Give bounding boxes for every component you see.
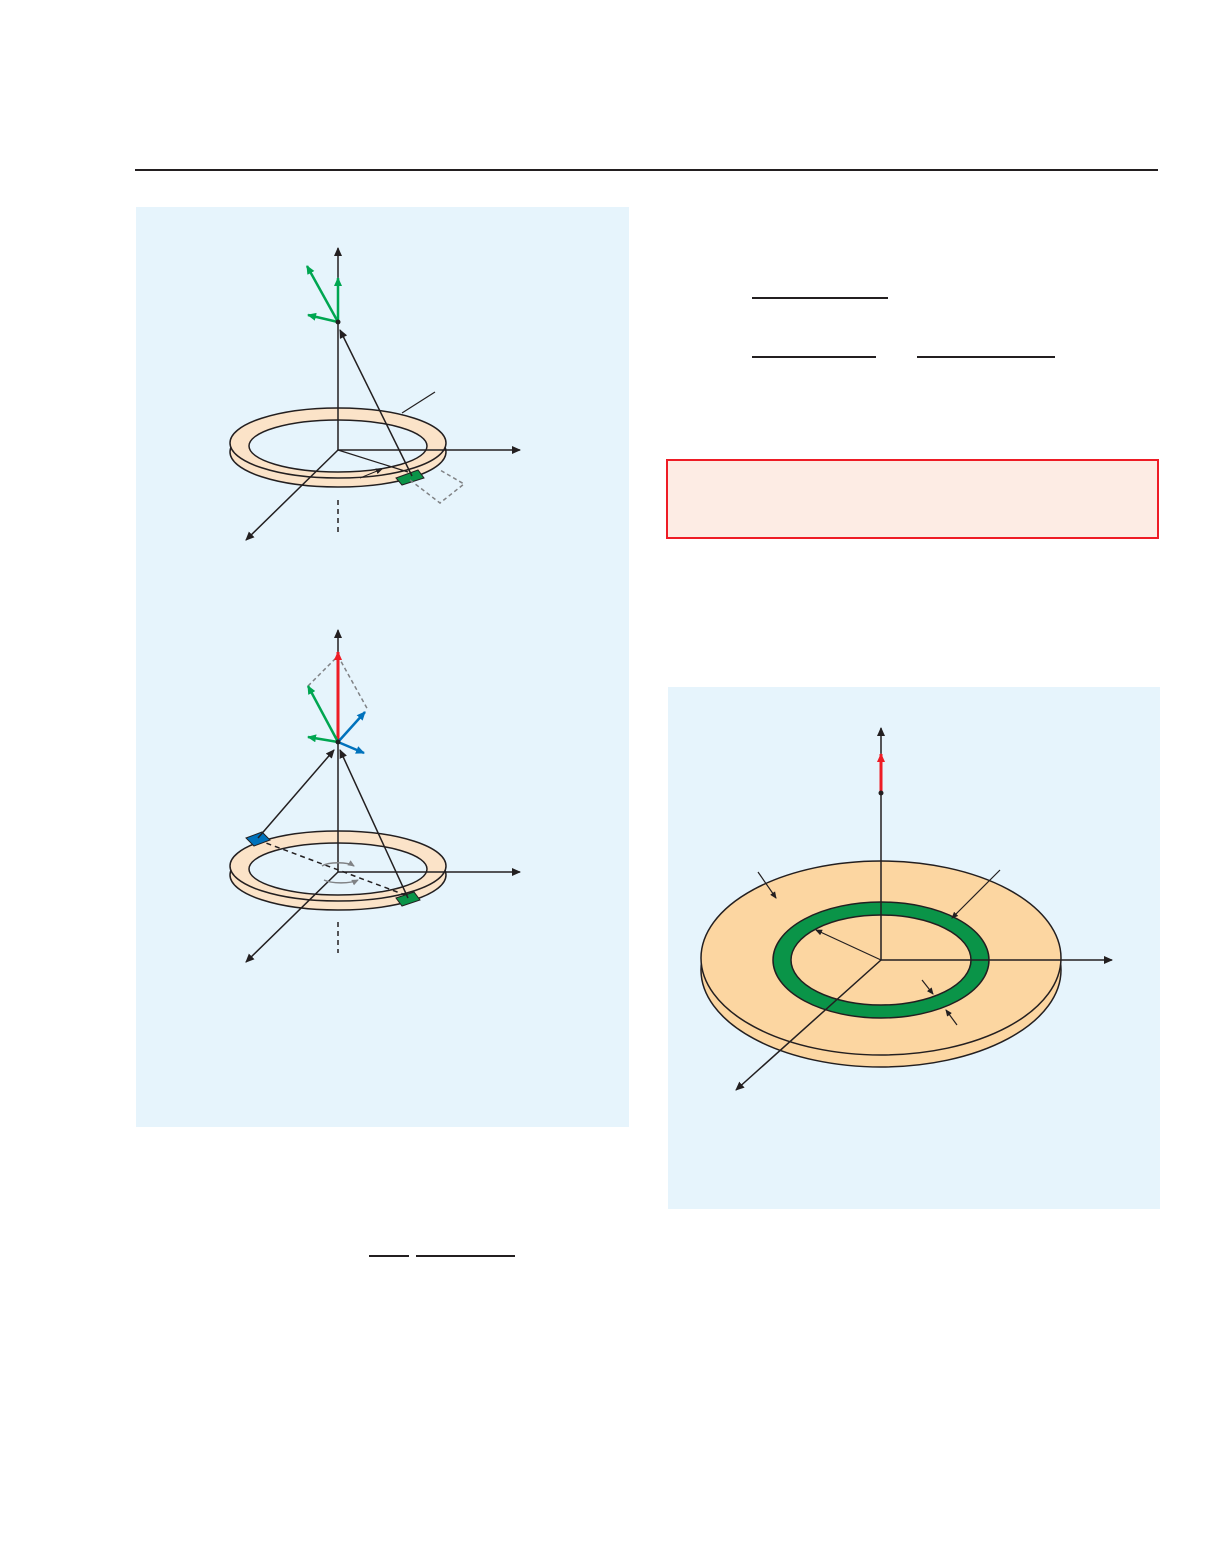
dE2-vector: [337, 711, 366, 743]
fraction-bar-3: [917, 356, 1055, 358]
y-axis: [245, 449, 339, 541]
ring-leader-arrow: [951, 869, 1001, 919]
radius-line: [337, 449, 409, 473]
fraction-bar-5: [416, 1255, 515, 1257]
header-rule: [135, 169, 1158, 171]
fraction-bar-2: [752, 356, 876, 358]
disk-y-axis: [735, 959, 882, 1091]
element-length-arrow: [359, 468, 383, 479]
fraction-bar-4: [369, 1255, 409, 1257]
r1-vector: [257, 749, 335, 839]
r-vector: [339, 329, 413, 477]
rotation-arrow-bottom: [323, 879, 359, 886]
ring-radius-arrow: [815, 929, 882, 961]
disk-point-P: [878, 790, 884, 796]
figure-ring-symmetric: [229, 629, 521, 963]
thickness-arrow-bottom: [945, 1009, 958, 1026]
leader-line: [401, 391, 436, 414]
figure-panel-ring: [136, 207, 629, 1127]
point-P: [335, 319, 341, 325]
dE-perp-component: [307, 312, 339, 324]
figure-disk: [700, 727, 1113, 1091]
dE1-vector: [306, 685, 340, 743]
disk-leader-arrow: [757, 871, 777, 899]
dE-vector: [305, 265, 340, 323]
r2-vector: [339, 749, 409, 899]
point-P-2: [335, 739, 341, 745]
thickness-arrow-top: [921, 979, 934, 995]
ring-element-green-2: [395, 891, 421, 907]
rotation-arrow-top: [321, 860, 355, 867]
result-box: [666, 459, 1159, 539]
ring-element-blue: [245, 831, 271, 847]
fraction-bar-1: [752, 297, 888, 299]
dE1-perp: [307, 734, 339, 744]
dE2-perp: [337, 740, 365, 755]
y2-axis: [245, 871, 339, 963]
figure-ring-single: [229, 247, 521, 541]
